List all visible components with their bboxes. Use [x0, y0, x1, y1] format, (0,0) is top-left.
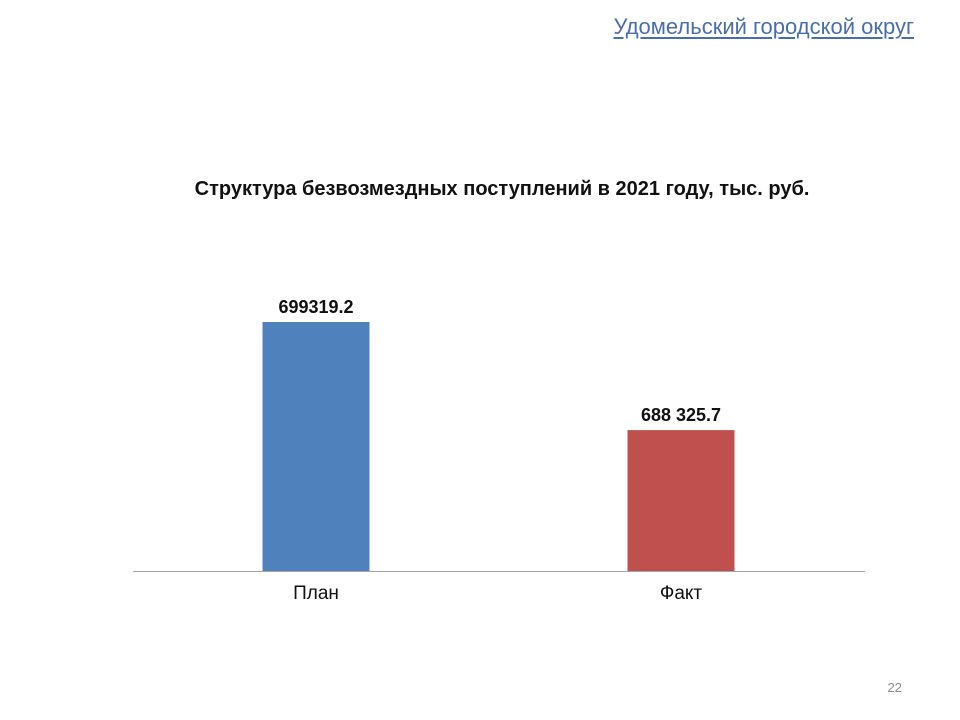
data-label-1: 699319.2	[278, 297, 353, 317]
chart-title: Структура безвозмездных поступлений в 20…	[194, 178, 810, 200]
bar-2	[627, 430, 735, 571]
category-label-1: План	[293, 583, 339, 604]
bar-1	[262, 322, 370, 571]
category-label-2: Факт	[660, 583, 703, 604]
page-number: 22	[887, 680, 902, 695]
data-label-2: 688 325.7	[641, 405, 721, 425]
header-link[interactable]: Удомельский городской округ	[613, 14, 914, 39]
